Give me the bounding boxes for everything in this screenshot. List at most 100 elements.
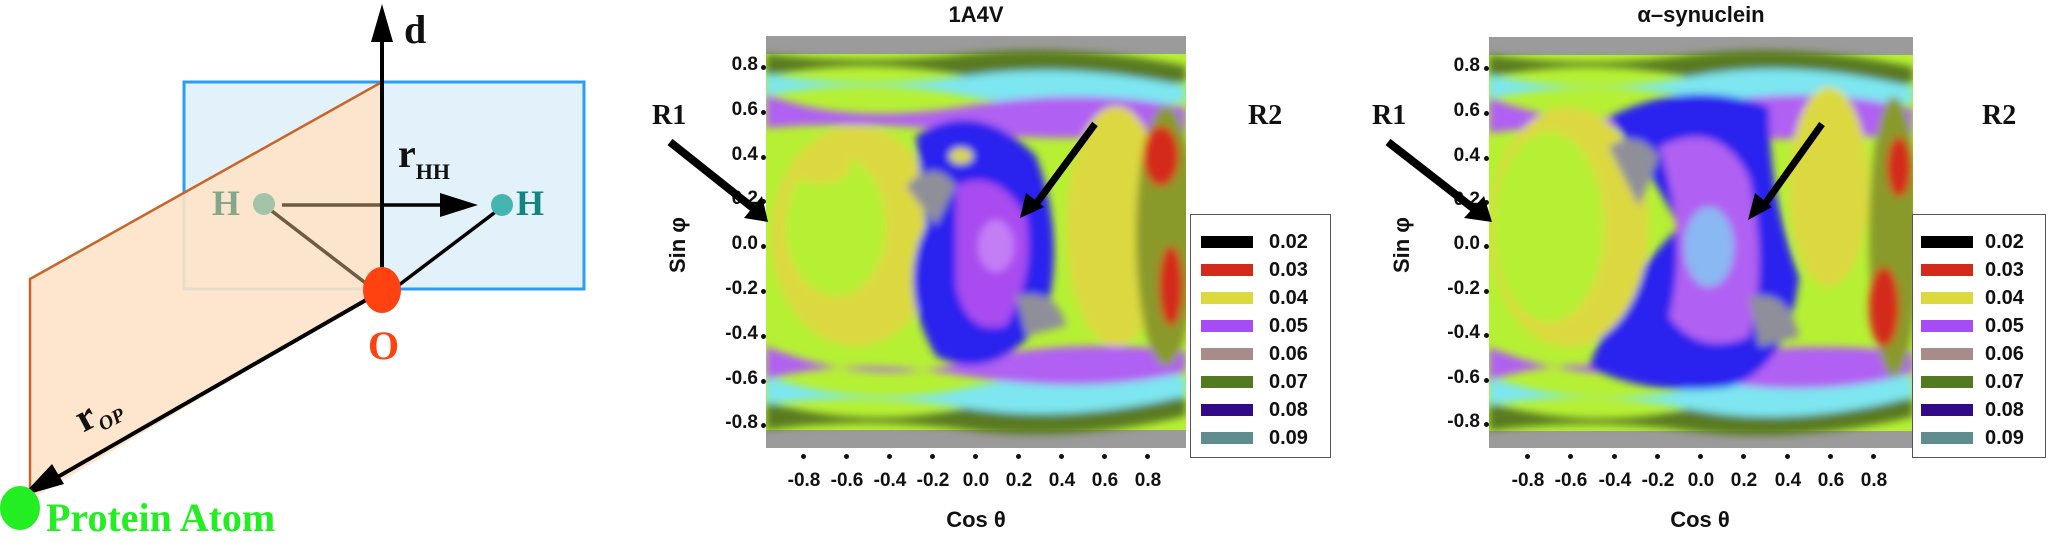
y-tick: -0.8: [1447, 411, 1480, 432]
rhh-sub: HH: [415, 159, 450, 184]
legend-item: 0.06: [1913, 343, 2024, 365]
d-axis-label: d: [404, 7, 427, 52]
legend-item: 0.09: [1913, 427, 2024, 449]
legend-item: 0.08: [1191, 399, 1308, 421]
x-tick: 0.8: [1860, 470, 1888, 491]
panel-2-title: α–synuclein: [1637, 2, 1765, 27]
x-tick: -0.8: [787, 470, 821, 491]
d-axis-arrowhead: [371, 4, 393, 42]
x-tick: 0.6: [1091, 470, 1119, 491]
legend-item: 0.02: [1913, 231, 2024, 253]
legend-swatch: [1921, 432, 1973, 444]
y-tick: -0.4: [725, 323, 758, 344]
panel-2-legend: 0.02 0.03 0.04 0.05 0.06 0.07 0.08 0.09: [1912, 214, 2046, 458]
x-tick: 0.6: [1817, 470, 1845, 491]
panel-1-x-label: Cos θ: [946, 507, 1006, 532]
rhh-main: r: [398, 131, 416, 176]
legend-item: 0.05: [1191, 315, 1308, 337]
legend-swatch: [1201, 236, 1253, 248]
legend-item: 0.03: [1913, 259, 2024, 281]
legend-item: 0.08: [1913, 399, 2024, 421]
y-tick: 0.0: [1453, 233, 1480, 254]
y-tick: 0.8: [731, 54, 758, 75]
y-tick: 0.8: [1453, 55, 1480, 76]
x-tick: -0.2: [1641, 470, 1675, 491]
r2-arrow: [1759, 121, 1825, 211]
y-tick: 0.0: [731, 233, 758, 254]
panel-2-r2-label: R2: [1982, 100, 2017, 131]
legend-swatch: [1921, 376, 1973, 388]
legend-item: 0.09: [1191, 427, 1308, 449]
geometry-svg: [0, 4, 586, 530]
hydrogen-left-atom: [253, 193, 275, 215]
panel-2-r1-label: R1: [1372, 100, 1407, 131]
panel-1-arrows: [667, 121, 1098, 222]
legend-swatch: [1921, 236, 1973, 248]
x-tick: -0.6: [1554, 470, 1588, 491]
x-tick: 0.2: [1005, 470, 1033, 491]
y-tick: -0.6: [725, 368, 758, 389]
legend-swatch: [1201, 432, 1253, 444]
y-tick: -0.2: [1447, 278, 1480, 299]
legend-item: 0.06: [1191, 343, 1308, 365]
legend-swatch: [1921, 320, 1973, 332]
rhh-label: rHH: [398, 130, 450, 184]
y-tick: 0.4: [1453, 145, 1480, 166]
x-tick: -0.4: [873, 470, 907, 491]
legend-swatch: [1201, 348, 1253, 360]
rop-arrowhead: [22, 464, 64, 496]
h-right-label: H: [516, 183, 545, 223]
y-tick: -0.8: [725, 412, 758, 433]
panel-1-legend: 0.02 0.03 0.04 0.05 0.06 0.07 0.08 0.09: [1190, 214, 1331, 458]
legend-swatch: [1921, 348, 1973, 360]
r2-arrow: [1030, 121, 1098, 211]
x-tick: 0.8: [1134, 470, 1162, 491]
legend-swatch: [1201, 320, 1253, 332]
r1-arrow: [1385, 138, 1481, 216]
legend-swatch: [1921, 264, 1973, 276]
legend-swatch: [1201, 404, 1253, 416]
x-tick: 0.0: [1687, 470, 1715, 491]
hydrogen-right-atom: [491, 194, 513, 216]
rhh-arrowhead: [440, 193, 478, 217]
panel-1-r1-label: R1: [652, 100, 687, 131]
x-tick: -0.4: [1598, 470, 1632, 491]
legend-item: 0.05: [1913, 315, 2024, 337]
legend-swatch: [1201, 376, 1253, 388]
legend-swatch: [1921, 404, 1973, 416]
x-tick: 0.4: [1774, 470, 1802, 491]
panel-2-arrows: [1385, 121, 1825, 222]
x-tick: -0.8: [1511, 470, 1545, 491]
h-left-label: H: [212, 183, 241, 223]
panel-2-x-label: Cos θ: [1670, 507, 1730, 532]
legend-item: 0.03: [1191, 259, 1308, 281]
panel-1-contour-svg: [766, 50, 1186, 435]
x-tick: -0.2: [916, 470, 950, 491]
legend-item: 0.02: [1191, 231, 1308, 253]
y-tick: -0.4: [1447, 322, 1480, 343]
panel-2-contour-svg: [1489, 50, 1913, 436]
y-tick: -0.6: [1447, 367, 1480, 388]
y-tick: -0.2: [725, 278, 758, 299]
panel-1-r2-label: R2: [1248, 100, 1283, 131]
legend-item: 0.07: [1191, 371, 1308, 393]
y-tick: 0.4: [731, 144, 758, 165]
legend-swatch: [1201, 292, 1253, 304]
protein-atom-label: Protein Atom: [46, 495, 276, 540]
legend-item: 0.04: [1913, 287, 2024, 309]
x-tick: -0.6: [830, 470, 864, 491]
legend-item: 0.07: [1913, 371, 2024, 393]
x-tick: 0.2: [1730, 470, 1758, 491]
y-tick: 0.6: [731, 99, 758, 120]
legend-item: 0.04: [1191, 287, 1308, 309]
oxygen-atom: [363, 267, 401, 313]
panel-1-heatmap: [766, 36, 1186, 448]
water-geometry-diagram: d rHH H H O rOP Protein Atom: [0, 0, 640, 540]
legend-swatch: [1201, 264, 1253, 276]
r1-arrow: [667, 138, 761, 216]
panel-2-heatmap: [1489, 37, 1913, 448]
protein-atom: [0, 486, 40, 530]
legend-swatch: [1921, 292, 1973, 304]
oxygen-label: O: [368, 323, 400, 368]
x-tick: 0.4: [1048, 470, 1076, 491]
